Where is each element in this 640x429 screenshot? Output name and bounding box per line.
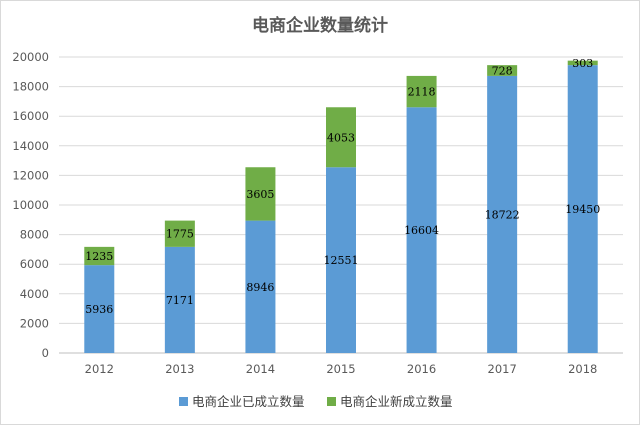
data-label-existing: 7171 [166, 294, 194, 307]
x-tick-label: 2014 [246, 362, 275, 376]
legend: 电商企业已成立数量 电商企业新成立数量 [179, 394, 453, 409]
x-tick-label: 2012 [85, 362, 114, 376]
x-tick-label: 2013 [165, 362, 194, 376]
y-tick-label: 14000 [12, 139, 49, 153]
bar-segment-existing [326, 167, 356, 353]
data-label-existing: 5936 [85, 303, 113, 316]
data-label-new: 4053 [327, 131, 355, 144]
x-tick-label: 2015 [326, 362, 355, 376]
y-tick-label: 18000 [12, 80, 49, 94]
bar-segment-new [245, 167, 276, 221]
bar-segment-new [164, 220, 195, 247]
y-tick-label: 2000 [20, 316, 49, 330]
y-tick-label: 6000 [20, 257, 49, 271]
bar-segment-new [84, 246, 115, 266]
y-tick-label: 8000 [20, 228, 49, 242]
legend-swatch-existing [179, 397, 188, 406]
data-label-existing: 19450 [565, 203, 600, 216]
x-tick-label: 2018 [568, 362, 597, 376]
bar-segment-existing [567, 65, 598, 353]
y-axis: 0 2000 4000 6000 8000 10000 12000 14000 16000 180… [12, 50, 49, 360]
bar-segment-new [567, 60, 598, 66]
bar-segment-new [406, 75, 437, 108]
legend-swatch-new [327, 397, 336, 406]
x-tick-label: 2017 [488, 362, 517, 376]
data-label-new: 2118 [408, 86, 436, 99]
y-tick-label: 16000 [12, 109, 49, 123]
bar-segment-new [487, 65, 518, 76]
bar-segment-existing [487, 75, 518, 353]
y-tick-label: 12000 [12, 168, 49, 182]
x-axis: 2012 2013 2014 2015 2016 2017 2018 [85, 362, 598, 376]
data-label-existing: 12551 [324, 254, 359, 267]
data-label-new: 3605 [246, 188, 274, 201]
y-tick-label: 4000 [20, 287, 49, 301]
bars: 5936 1235 7171 1775 8946 3605 12551 4053 16604 21… [84, 57, 600, 353]
data-label-new: 1235 [85, 250, 113, 263]
bar-segment-new [326, 107, 356, 168]
data-label-existing: 16604 [404, 224, 439, 237]
data-label-new: 1775 [166, 228, 194, 241]
data-label-existing: 8946 [246, 281, 274, 294]
data-label-existing: 18722 [485, 208, 520, 221]
y-tick-label: 0 [42, 346, 49, 360]
bar-segment-existing [406, 107, 437, 353]
y-tick-label: 20000 [12, 50, 49, 64]
bar-segment-existing [164, 246, 195, 353]
legend-label-existing: 电商企业已成立数量 [192, 394, 305, 409]
chart-title: 电商企业数量统计 [252, 15, 388, 36]
x-tick-label: 2016 [407, 362, 436, 376]
bar-segment-existing [245, 220, 276, 353]
data-label-new: 728 [492, 65, 513, 78]
bar-segment-existing [84, 265, 115, 353]
legend-label-new: 电商企业新成立数量 [340, 394, 453, 409]
y-tick-label: 10000 [12, 198, 49, 212]
data-label-new: 303 [572, 57, 593, 70]
